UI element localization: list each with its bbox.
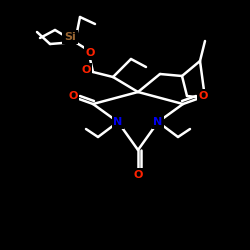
Text: N: N [154,117,162,127]
Text: O: O [81,65,91,75]
Text: O: O [133,170,143,180]
Text: N: N [114,117,122,127]
Text: O: O [85,48,95,58]
Text: O: O [68,91,78,101]
Text: O: O [198,91,208,101]
Text: Si: Si [64,32,76,42]
